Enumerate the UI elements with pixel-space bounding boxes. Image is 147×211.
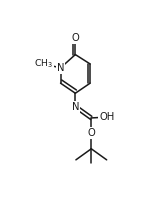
Bar: [91, 131, 95, 136]
Bar: [37, 61, 47, 67]
Text: N: N: [72, 101, 79, 112]
Bar: [69, 103, 75, 110]
Text: CH$_3$: CH$_3$: [34, 58, 54, 70]
Text: O: O: [71, 33, 79, 43]
Text: O: O: [87, 128, 95, 138]
Text: N: N: [57, 63, 64, 73]
Bar: [106, 114, 112, 120]
Bar: [58, 65, 63, 71]
Bar: [73, 35, 78, 41]
Text: OH: OH: [99, 112, 114, 122]
